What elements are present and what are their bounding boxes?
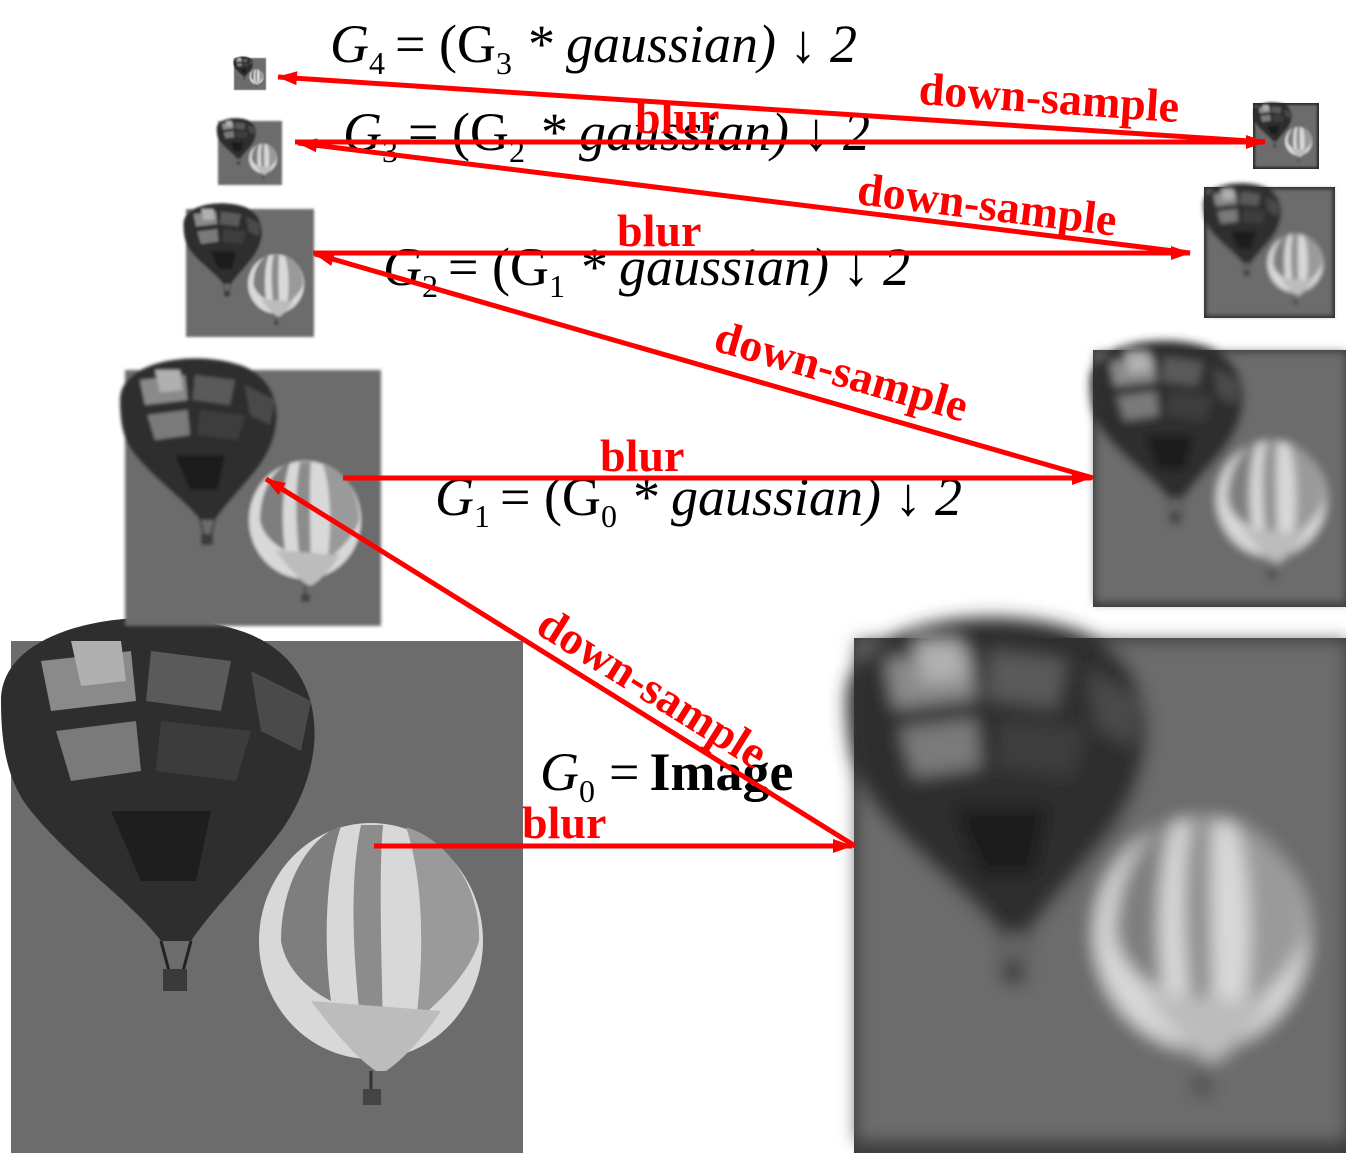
g3-image xyxy=(216,117,283,186)
downsample-arrow-g1 xyxy=(314,251,1094,481)
downsample-label-g2: down-sample xyxy=(855,163,1120,245)
g0-image xyxy=(0,616,525,1153)
blur-label-g1: blur xyxy=(600,430,684,481)
blur-label-g3: blur xyxy=(635,92,719,143)
downsample-arrow-g0 xyxy=(264,476,857,849)
equation-g2: G2= (G1 * gaussian) ↓ 2 xyxy=(383,237,910,304)
downsample-arrow-g2 xyxy=(297,138,1191,256)
blurred-g1-image xyxy=(1089,339,1346,607)
blurred-g3-image xyxy=(1253,102,1319,169)
g2-image xyxy=(183,202,315,338)
blur-label-g0: blur xyxy=(522,797,606,848)
blurred-g2-image xyxy=(1203,182,1335,318)
equation-g4: G4 = (G3 * gaussian) ↓ 2 xyxy=(330,14,857,81)
blurred-g0-image xyxy=(844,615,1346,1153)
blur-label-g2: blur xyxy=(617,205,701,256)
downsample-label-g1: down-sample xyxy=(709,311,974,432)
g1-image xyxy=(119,357,382,627)
downsample-arrow-g3 xyxy=(277,71,1266,145)
g4-image xyxy=(233,56,267,91)
